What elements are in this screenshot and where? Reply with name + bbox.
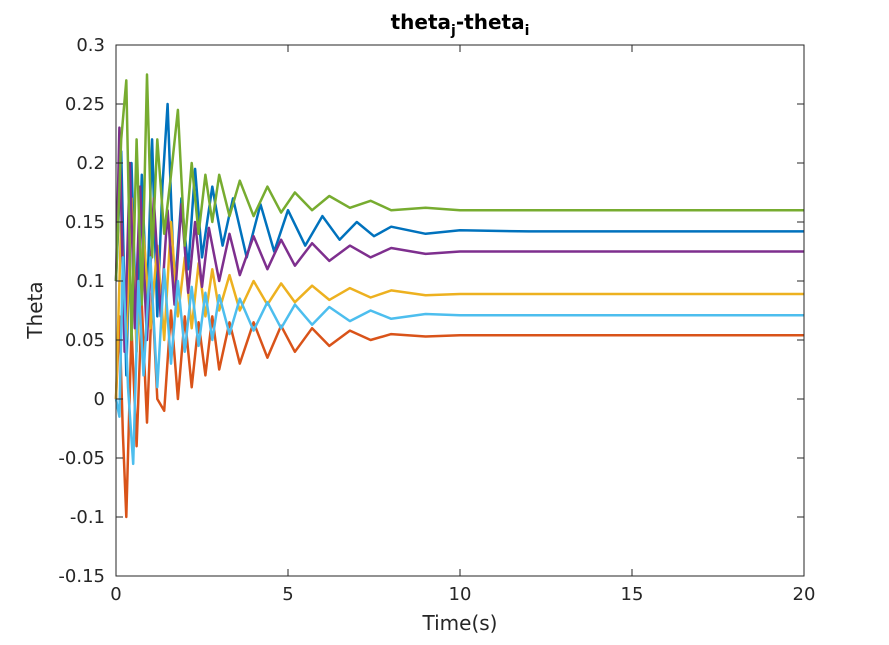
series-line-5	[114, 73, 804, 342]
x-tick-label: 5	[282, 584, 293, 605]
series-line-4	[114, 126, 804, 354]
x-axis-label: Time(s)	[422, 611, 498, 635]
y-tick-label: 0.3	[76, 35, 105, 56]
chart-title: thetaj-thetai	[391, 10, 530, 39]
x-tick-label: 20	[793, 584, 816, 605]
chart-title-sub-j: j	[450, 23, 456, 39]
y-tick-label: -0.05	[58, 448, 105, 469]
y-tick-label: 0.15	[65, 212, 105, 233]
x-tick-label: 15	[621, 584, 644, 605]
y-tick-label: 0.25	[65, 94, 105, 115]
chart-title-sub-i: i	[525, 23, 530, 39]
plot-area	[116, 45, 804, 576]
chart-title-mid: -theta	[456, 10, 525, 34]
y-tick-label: 0.05	[65, 330, 105, 351]
series-layer	[114, 73, 804, 519]
chart-title-main: theta	[391, 10, 451, 34]
ticks-layer: 0 5 10 15 20 -0.15 -0.1 -0.05 0 0.05 0.1 0.15 0.2 0.2…	[58, 35, 815, 605]
x-tick-label: 0	[110, 584, 121, 605]
y-axis-label: Theta	[23, 281, 47, 339]
x-tick-label: 10	[449, 584, 472, 605]
y-tick-label: -0.1	[70, 507, 105, 528]
y-tick-label: 0	[94, 389, 105, 410]
y-tick-label: 0.2	[76, 153, 105, 174]
series-line-6	[114, 256, 804, 466]
y-tick-label: 0.1	[76, 271, 105, 292]
y-tick-label: -0.15	[58, 566, 105, 587]
